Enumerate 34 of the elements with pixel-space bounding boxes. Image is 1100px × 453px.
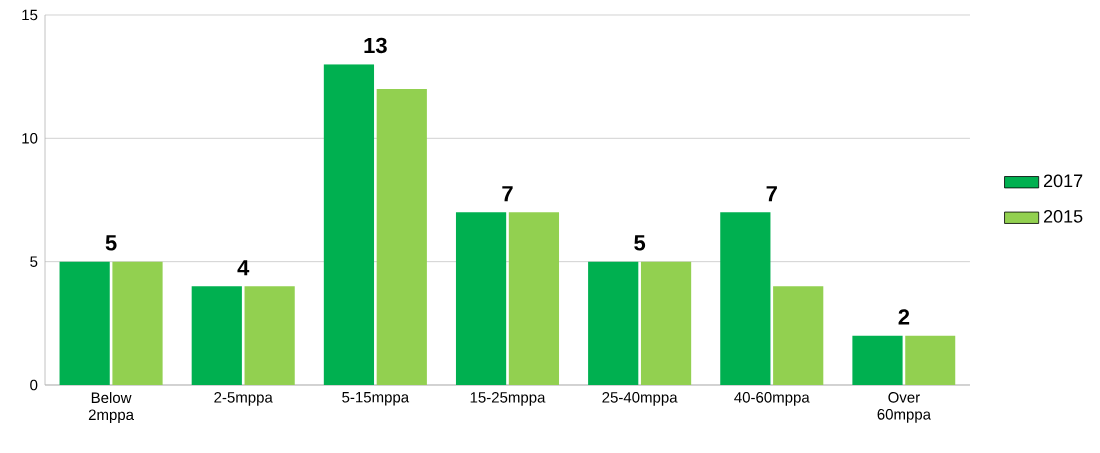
legend-label: 2015 [1043, 209, 1083, 223]
x-tick-label: 5-15mppa [342, 392, 410, 406]
data-label: 5 [634, 235, 646, 251]
x-tick-label: Over 60mppa [877, 392, 932, 423]
bar [588, 261, 639, 385]
bar [720, 212, 771, 385]
bar [852, 335, 903, 385]
legend-label: 2017 [1043, 174, 1083, 188]
bar [508, 212, 560, 385]
x-tick-label: 25-40mppa [602, 392, 678, 406]
y-tick-label: 10 [22, 133, 38, 144]
bar [455, 212, 507, 385]
data-label: 7 [502, 186, 513, 202]
bar [244, 286, 295, 385]
bar [640, 261, 692, 385]
data-label: 5 [105, 235, 117, 251]
bar [112, 261, 163, 385]
x-tick-label: 40-60mppa [734, 392, 810, 406]
data-label: 7 [766, 186, 777, 202]
data-label: 13 [364, 37, 387, 54]
bar [376, 88, 427, 385]
data-label: 2 [898, 309, 910, 325]
x-tick-label: 15-25mppa [470, 392, 546, 406]
data-label: 4 [237, 260, 250, 276]
bar [59, 261, 110, 385]
y-tick-label: 5 [30, 256, 38, 267]
bar [323, 64, 375, 385]
bar [191, 286, 242, 385]
x-tick-label: 2-5mppa [214, 392, 273, 406]
bar [773, 286, 824, 385]
x-tick-label: Below 2mppa [88, 392, 134, 424]
bar [905, 335, 956, 385]
y-tick-label: 0 [30, 379, 38, 391]
y-tick-label: 15 [22, 9, 38, 21]
